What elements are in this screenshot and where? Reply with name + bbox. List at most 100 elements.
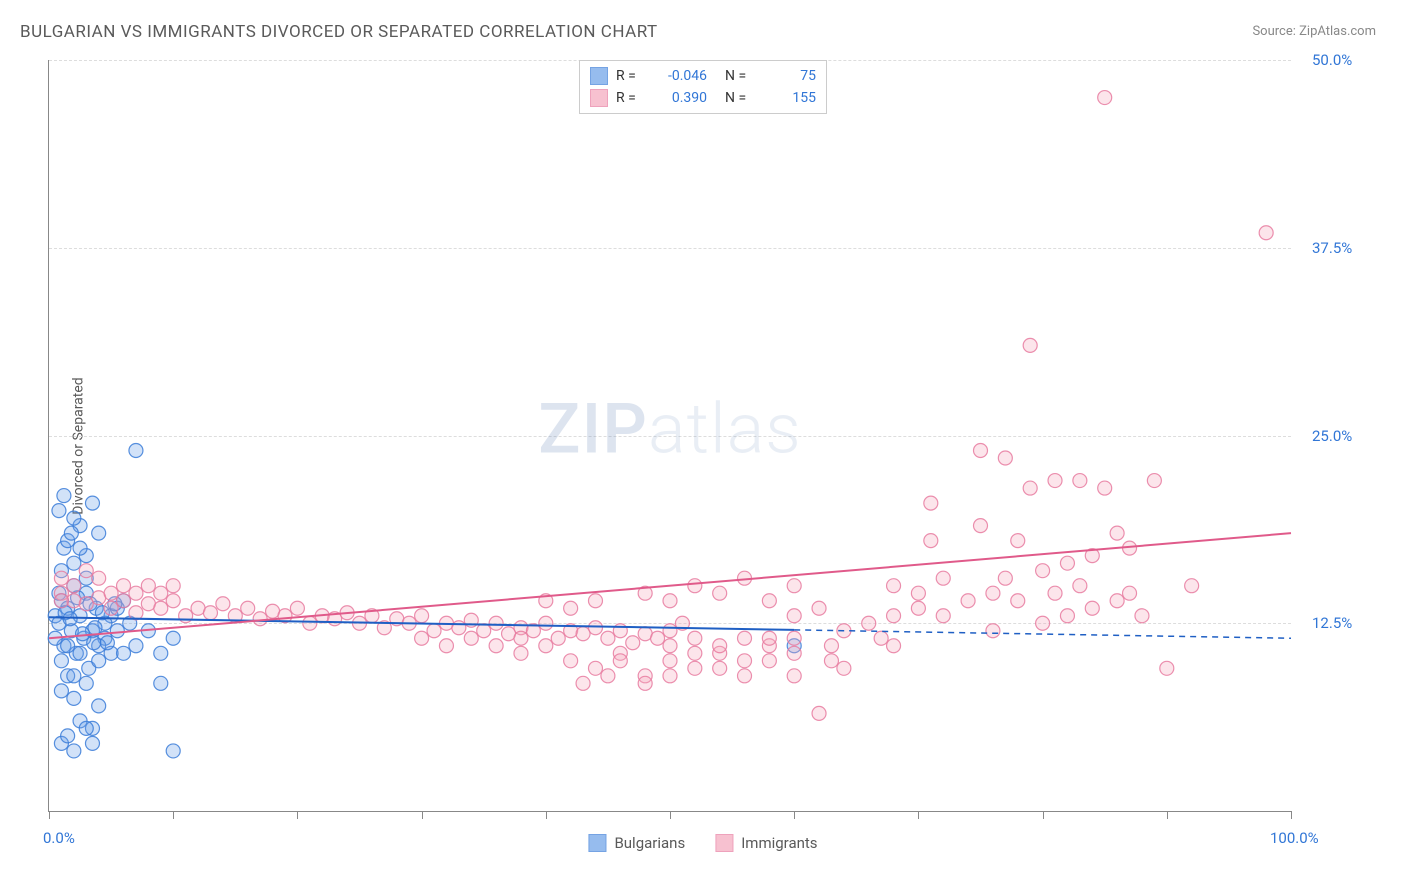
scatter-point-immigrants: [1048, 586, 1062, 600]
scatter-point-immigrants: [887, 609, 901, 623]
scatter-point-immigrants: [1160, 661, 1174, 675]
scatter-point-immigrants: [837, 661, 851, 675]
x-tick: [1291, 811, 1292, 819]
scatter-point-bulgarians: [166, 631, 180, 645]
scatter-point-immigrants: [638, 676, 652, 690]
x-tick-label: 100.0%: [1270, 829, 1319, 847]
scatter-point-immigrants: [464, 631, 478, 645]
scatter-point-bulgarians: [73, 541, 87, 555]
scatter-point-immigrants: [1098, 481, 1112, 495]
scatter-point-immigrants: [216, 597, 230, 611]
scatter-point-bulgarians: [61, 639, 75, 653]
scatter-point-bulgarians: [54, 684, 68, 698]
scatter-point-immigrants: [1060, 609, 1074, 623]
scatter-point-immigrants: [514, 646, 528, 660]
x-tick: [1167, 811, 1168, 819]
x-tick: [297, 811, 298, 819]
scatter-point-immigrants: [961, 594, 975, 608]
scatter-point-immigrants: [887, 639, 901, 653]
x-tick-label: 0.0%: [43, 829, 75, 847]
legend-swatch-bulgarians: [590, 67, 608, 85]
scatter-point-immigrants: [713, 661, 727, 675]
source-attribution: Source: ZipAtlas.com: [1252, 24, 1376, 39]
scatter-point-immigrants: [663, 594, 677, 608]
scatter-point-immigrants: [588, 621, 602, 635]
scatter-point-immigrants: [303, 616, 317, 630]
scatter-point-immigrants: [663, 624, 677, 638]
scatter-point-immigrants: [787, 631, 801, 645]
scatter-point-immigrants: [551, 631, 565, 645]
x-tick: [670, 811, 671, 819]
scatter-point-immigrants: [812, 601, 826, 615]
scatter-point-immigrants: [564, 654, 578, 668]
scatter-point-immigrants: [911, 586, 925, 600]
scatter-point-bulgarians: [85, 496, 99, 510]
scatter-point-bulgarians: [61, 729, 75, 743]
scatter-point-immigrants: [651, 631, 665, 645]
legend-swatch-immigrants: [590, 89, 608, 107]
scatter-point-immigrants: [1259, 226, 1273, 240]
scatter-point-immigrants: [787, 609, 801, 623]
scatter-point-immigrants: [54, 571, 68, 585]
scatter-point-immigrants: [203, 606, 217, 620]
scatter-point-immigrants: [514, 631, 528, 645]
scatter-point-immigrants: [154, 586, 168, 600]
scatter-point-immigrants: [738, 654, 752, 668]
scatter-point-immigrants: [104, 586, 118, 600]
x-tick: [794, 811, 795, 819]
scatter-point-immigrants: [787, 669, 801, 683]
scatter-point-immigrants: [427, 624, 441, 638]
scatter-point-immigrants: [489, 616, 503, 630]
y-tick-label: 25.0%: [1312, 427, 1352, 445]
scatter-point-immigrants: [688, 661, 702, 675]
scatter-point-bulgarians: [154, 646, 168, 660]
scatter-point-immigrants: [626, 636, 640, 650]
scatter-point-immigrants: [154, 601, 168, 615]
scatter-point-immigrants: [787, 579, 801, 593]
scatter-point-immigrants: [924, 496, 938, 510]
scatter-point-immigrants: [688, 631, 702, 645]
y-tick-label: 50.0%: [1312, 51, 1352, 69]
scatter-point-immigrants: [1123, 586, 1137, 600]
scatter-point-immigrants: [613, 654, 627, 668]
source-label: Source:: [1252, 24, 1295, 39]
legend-item-bulgarians: Bulgarians: [588, 834, 685, 852]
source-link[interactable]: ZipAtlas.com: [1299, 24, 1376, 39]
scatter-point-immigrants: [974, 519, 988, 533]
scatter-point-immigrants: [1135, 609, 1149, 623]
x-tick: [49, 811, 50, 819]
scatter-point-immigrants: [601, 669, 615, 683]
chart-plot-area: ZIPatlas: [48, 60, 1291, 812]
scatter-point-immigrants: [874, 631, 888, 645]
scatter-point-bulgarians: [166, 744, 180, 758]
scatter-point-immigrants: [1023, 481, 1037, 495]
legend-R-value: -0.046: [652, 68, 707, 84]
scatter-point-immigrants: [1023, 338, 1037, 352]
scatter-point-bulgarians: [154, 676, 168, 690]
legend-R-value: 0.390: [652, 90, 707, 106]
scatter-point-immigrants: [67, 579, 81, 593]
chart-title: BULGARIAN VS IMMIGRANTS DIVORCED OR SEPA…: [20, 22, 658, 42]
scatter-point-bulgarians: [85, 736, 99, 750]
scatter-point-immigrants: [986, 624, 1000, 638]
scatter-point-immigrants: [738, 631, 752, 645]
scatter-point-immigrants: [986, 586, 1000, 600]
scatter-point-immigrants: [104, 601, 118, 615]
scatter-point-immigrants: [290, 601, 304, 615]
scatter-point-immigrants: [1098, 91, 1112, 105]
scatter-point-immigrants: [489, 639, 503, 653]
legend-N-value: 155: [761, 90, 816, 106]
scatter-point-immigrants: [588, 661, 602, 675]
x-tick: [1043, 811, 1044, 819]
scatter-point-immigrants: [54, 594, 68, 608]
scatter-point-immigrants: [862, 616, 876, 630]
y-tick-label: 37.5%: [1312, 239, 1352, 257]
scatter-point-immigrants: [713, 639, 727, 653]
legend-swatch-immigrants: [715, 834, 733, 852]
scatter-point-immigrants: [117, 594, 131, 608]
scatter-point-immigrants: [576, 676, 590, 690]
scatter-point-immigrants: [1048, 474, 1062, 488]
scatter-point-immigrants: [92, 571, 106, 585]
scatter-point-immigrants: [1147, 474, 1161, 488]
scatter-point-immigrants: [824, 654, 838, 668]
